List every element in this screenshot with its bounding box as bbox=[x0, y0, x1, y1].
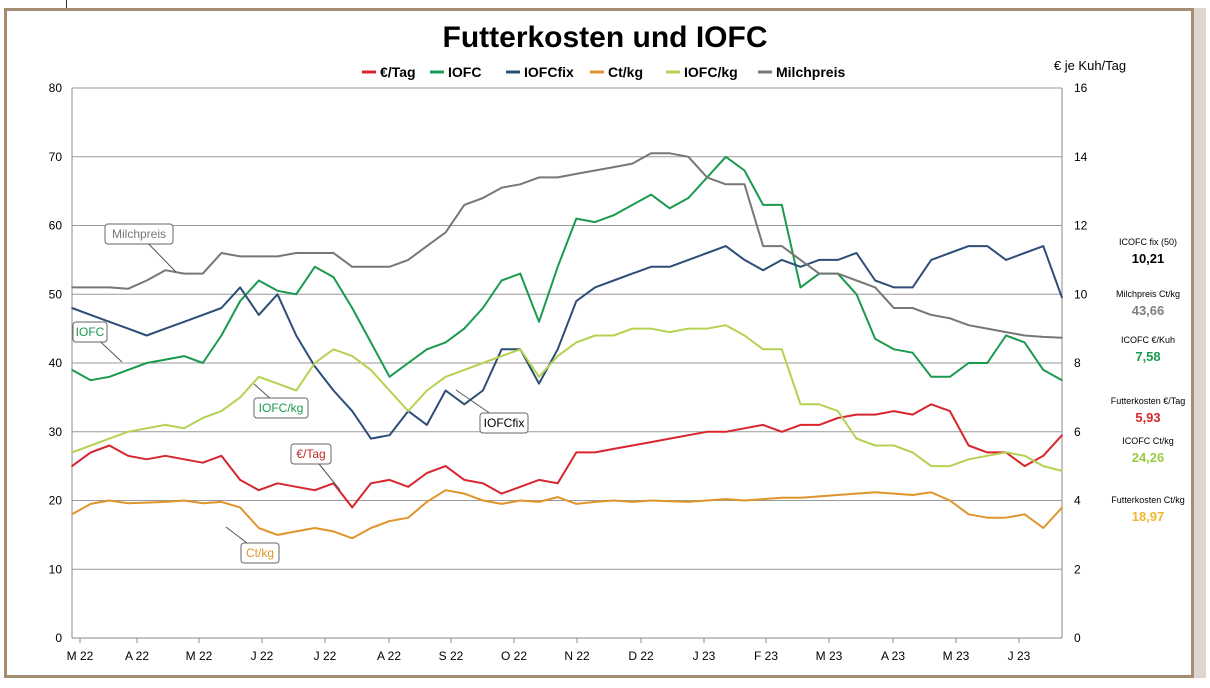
callouts: Milchpreis IOFC IOFC/kg €/Tag Ct/kg IOFCfix bbox=[72, 223, 529, 564]
callout-label: IOFC bbox=[76, 325, 105, 339]
y2-tick-label: 6 bbox=[1074, 425, 1081, 439]
series-line bbox=[71, 489, 1063, 540]
y-tick-label: 60 bbox=[49, 219, 63, 233]
y2-tick-label: 16 bbox=[1074, 81, 1088, 95]
kpi-label: ICOFC fix (50) bbox=[1118, 237, 1177, 247]
x-tick-label: A 22 bbox=[377, 649, 401, 663]
kpi-label: ICOFC Ct/kg bbox=[1122, 436, 1174, 446]
kpi-value: 10,21 bbox=[1131, 251, 1165, 266]
y-tick-label: 70 bbox=[49, 150, 63, 164]
kpi-value: 18,97 bbox=[1131, 509, 1165, 524]
kpi-label: Futterkosten Ct/kg bbox=[1111, 495, 1185, 505]
kpi-item: Futterkosten €/Tag 5,93 bbox=[1098, 396, 1198, 425]
x-tick-label: M 23 bbox=[816, 649, 843, 663]
x-tick-label: J 23 bbox=[1008, 649, 1031, 663]
grid bbox=[71, 87, 1063, 639]
chart-title: Futterkosten und IOFC bbox=[443, 21, 768, 54]
y-tick-label: 10 bbox=[49, 562, 63, 576]
x-tick-label: S 22 bbox=[439, 649, 464, 663]
callout-label: Ct/kg bbox=[246, 546, 274, 560]
x-tick-label: A 22 bbox=[125, 649, 149, 663]
kpi-label: ICOFC €/Kuh bbox=[1120, 335, 1176, 345]
x-tick-label: D 22 bbox=[628, 649, 654, 663]
y2-unit-label: € je Kuh/Tag bbox=[1054, 58, 1126, 73]
y-tick-label: 30 bbox=[49, 425, 63, 439]
series-iofcfix bbox=[71, 245, 1063, 440]
x-tick-label: M 22 bbox=[67, 649, 94, 663]
chart-frame bbox=[4, 8, 1194, 678]
callout-label: IOFC/kg bbox=[259, 401, 304, 415]
legend-label: Milchpreis bbox=[776, 64, 845, 80]
kpi-item: Futterkosten Ct/kg 18,97 bbox=[1098, 495, 1198, 524]
callout-label: IOFCfix bbox=[484, 416, 525, 430]
x-tick-label: O 22 bbox=[501, 649, 527, 663]
callout-label: €/Tag bbox=[296, 447, 325, 461]
window-edge bbox=[1194, 8, 1206, 678]
series-line bbox=[71, 403, 1063, 509]
x-tick-label: J 23 bbox=[693, 649, 716, 663]
kpi-label: Milchpreis Ct/kg bbox=[1115, 289, 1180, 299]
callout-box bbox=[240, 542, 280, 564]
series-ct-kg bbox=[71, 489, 1063, 540]
kpi-label: Futterkosten €/Tag bbox=[1110, 396, 1186, 406]
callout-box bbox=[479, 412, 529, 434]
y-tick-label: 0 bbox=[55, 631, 62, 645]
series-milchpreis bbox=[71, 152, 1063, 339]
kpi-item: Milchpreis Ct/kg 43,66 bbox=[1098, 289, 1198, 318]
legend-label: Ct/kg bbox=[608, 64, 643, 80]
x-axis: M 22 A 22 M 22 J 22 J 22 A 22 S 22 O 22 N 22 D 22… bbox=[67, 638, 1031, 663]
callout-label: Milchpreis bbox=[112, 227, 166, 241]
y-tick-label: 80 bbox=[49, 81, 63, 95]
y2-tick-label: 10 bbox=[1074, 287, 1088, 301]
series-line bbox=[71, 155, 1063, 382]
legend-label: IOFC bbox=[448, 64, 481, 80]
kpi-value: 43,66 bbox=[1131, 303, 1165, 318]
kpi-value: 5,93 bbox=[1135, 410, 1161, 425]
x-tick-label: M 23 bbox=[943, 649, 970, 663]
y-axis-right: 0 2 4 6 8 10 12 14 16 bbox=[1074, 81, 1088, 645]
x-tick-label: A 23 bbox=[881, 649, 905, 663]
series-lines bbox=[71, 152, 1063, 540]
y2-tick-label: 4 bbox=[1074, 494, 1081, 508]
y2-tick-label: 8 bbox=[1074, 356, 1081, 370]
y-tick-label: 40 bbox=[49, 356, 63, 370]
legend: €/Tag IOFC IOFCfix Ct/kg IOFC/kg Milchpreis bbox=[362, 64, 845, 80]
legend-label: €/Tag bbox=[380, 64, 416, 80]
x-tick-label: M 22 bbox=[186, 649, 213, 663]
y-tick-label: 20 bbox=[49, 494, 63, 508]
y-tick-label: 50 bbox=[49, 287, 63, 301]
y2-tick-label: 12 bbox=[1074, 219, 1088, 233]
kpi-value: 7,58 bbox=[1135, 349, 1161, 364]
series--tag bbox=[71, 403, 1063, 509]
callout-box bbox=[72, 321, 108, 343]
y2-tick-label: 14 bbox=[1074, 150, 1088, 164]
series-iofc-kg bbox=[71, 324, 1063, 472]
y2-tick-label: 2 bbox=[1074, 562, 1081, 576]
callout-box bbox=[290, 443, 332, 465]
callout-box bbox=[104, 223, 174, 245]
kpi-value: 24,26 bbox=[1131, 450, 1165, 465]
callout-box bbox=[253, 397, 309, 419]
kpi-item: ICOFC Ct/kg 24,26 bbox=[1098, 436, 1198, 465]
x-tick-label: F 23 bbox=[754, 649, 778, 663]
y2-tick-label: 0 bbox=[1074, 631, 1081, 645]
legend-label: IOFCfix bbox=[524, 64, 574, 80]
kpi-item: ICOFC €/Kuh 7,58 bbox=[1098, 335, 1198, 364]
kpi-item: ICOFC fix (50) 10,21 bbox=[1098, 237, 1198, 266]
y-axis-left: 0 10 20 30 40 50 60 70 80 bbox=[49, 81, 63, 645]
series-iofc bbox=[71, 155, 1063, 382]
series-line bbox=[71, 324, 1063, 472]
series-line bbox=[71, 245, 1063, 440]
edge-tick bbox=[66, 0, 67, 8]
x-tick-label: J 22 bbox=[251, 649, 274, 663]
x-tick-label: N 22 bbox=[564, 649, 590, 663]
x-tick-label: J 22 bbox=[314, 649, 337, 663]
legend-label: IOFC/kg bbox=[684, 64, 738, 80]
series-line bbox=[72, 152, 1063, 339]
